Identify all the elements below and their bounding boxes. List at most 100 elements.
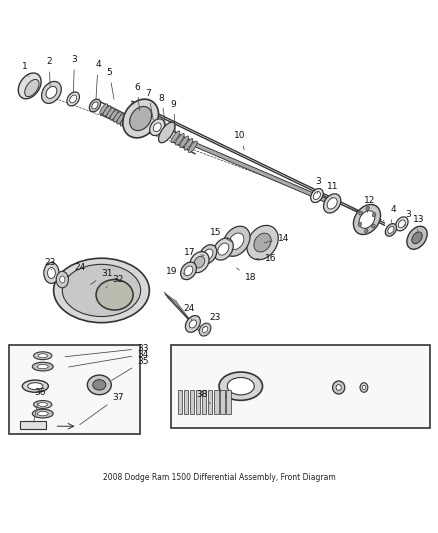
Ellipse shape xyxy=(353,205,381,235)
Text: 8: 8 xyxy=(159,94,166,125)
Ellipse shape xyxy=(100,104,108,114)
Ellipse shape xyxy=(229,233,244,249)
Ellipse shape xyxy=(25,79,39,96)
Ellipse shape xyxy=(223,226,250,256)
Ellipse shape xyxy=(153,123,161,132)
Bar xyxy=(20,421,46,429)
Text: 13: 13 xyxy=(413,215,425,231)
Ellipse shape xyxy=(47,268,55,278)
Ellipse shape xyxy=(42,82,61,103)
Ellipse shape xyxy=(398,220,405,228)
Ellipse shape xyxy=(124,118,131,128)
Text: 3: 3 xyxy=(72,55,78,93)
Text: 36: 36 xyxy=(34,388,46,422)
Ellipse shape xyxy=(67,92,79,106)
Ellipse shape xyxy=(311,189,323,203)
Ellipse shape xyxy=(326,199,332,207)
Bar xyxy=(178,390,182,414)
Ellipse shape xyxy=(219,372,262,400)
Ellipse shape xyxy=(103,106,111,116)
Bar xyxy=(184,390,188,414)
Bar xyxy=(208,390,212,414)
Text: 6: 6 xyxy=(134,83,140,110)
Ellipse shape xyxy=(60,276,65,283)
Bar xyxy=(226,390,231,414)
Text: 12: 12 xyxy=(364,196,375,212)
Text: 35: 35 xyxy=(112,357,148,381)
Ellipse shape xyxy=(32,409,53,418)
Ellipse shape xyxy=(150,119,165,135)
Ellipse shape xyxy=(362,385,366,390)
Bar xyxy=(214,390,219,414)
Text: 24: 24 xyxy=(67,263,85,277)
Text: 2008 Dodge Ram 1500 Differential Assembly, Front Diagram: 2008 Dodge Ram 1500 Differential Assembl… xyxy=(102,473,336,482)
Ellipse shape xyxy=(371,224,375,228)
Text: 2: 2 xyxy=(46,58,52,85)
Ellipse shape xyxy=(184,266,193,276)
Ellipse shape xyxy=(333,204,339,211)
Ellipse shape xyxy=(38,402,47,407)
Text: 23: 23 xyxy=(204,313,221,327)
Text: 4: 4 xyxy=(95,60,101,99)
Text: 38: 38 xyxy=(197,390,210,403)
Ellipse shape xyxy=(331,203,337,210)
Bar xyxy=(220,390,225,414)
Ellipse shape xyxy=(62,264,141,317)
Ellipse shape xyxy=(180,136,188,148)
Ellipse shape xyxy=(38,354,47,358)
Ellipse shape xyxy=(110,110,118,120)
Ellipse shape xyxy=(203,249,213,260)
Ellipse shape xyxy=(28,383,43,390)
Ellipse shape xyxy=(194,256,205,268)
Ellipse shape xyxy=(44,263,59,284)
Ellipse shape xyxy=(92,102,98,109)
Ellipse shape xyxy=(199,323,211,336)
Ellipse shape xyxy=(254,233,271,252)
Text: 32: 32 xyxy=(106,275,124,288)
Ellipse shape xyxy=(407,227,427,249)
Ellipse shape xyxy=(185,316,200,332)
Ellipse shape xyxy=(37,365,48,369)
Ellipse shape xyxy=(327,198,337,209)
Ellipse shape xyxy=(180,262,197,280)
Ellipse shape xyxy=(202,327,208,333)
Ellipse shape xyxy=(171,131,180,143)
Ellipse shape xyxy=(34,400,52,408)
Text: 24: 24 xyxy=(184,304,195,321)
Ellipse shape xyxy=(123,99,159,138)
Ellipse shape xyxy=(34,352,52,360)
Text: 3: 3 xyxy=(315,177,321,193)
Text: 4: 4 xyxy=(390,205,396,222)
Ellipse shape xyxy=(130,107,152,131)
Ellipse shape xyxy=(96,279,133,310)
Ellipse shape xyxy=(22,380,48,392)
Text: 37: 37 xyxy=(80,393,124,425)
Ellipse shape xyxy=(184,139,193,150)
Ellipse shape xyxy=(329,201,335,209)
Text: 31: 31 xyxy=(91,269,113,285)
Text: 3: 3 xyxy=(405,210,411,227)
Ellipse shape xyxy=(324,194,341,213)
Ellipse shape xyxy=(190,252,209,273)
Bar xyxy=(196,390,200,414)
Text: 11: 11 xyxy=(327,182,339,198)
Ellipse shape xyxy=(314,191,321,199)
Ellipse shape xyxy=(37,411,48,416)
Ellipse shape xyxy=(227,377,254,395)
Text: 5: 5 xyxy=(106,68,114,99)
Ellipse shape xyxy=(70,95,77,103)
Text: 10: 10 xyxy=(234,132,246,150)
Ellipse shape xyxy=(213,238,233,260)
Text: 1: 1 xyxy=(22,62,29,77)
Text: 19: 19 xyxy=(166,267,185,276)
Bar xyxy=(190,390,194,414)
Ellipse shape xyxy=(359,211,362,215)
Ellipse shape xyxy=(385,224,396,236)
Text: 16: 16 xyxy=(257,254,276,263)
Ellipse shape xyxy=(189,320,197,328)
Ellipse shape xyxy=(106,108,114,118)
Ellipse shape xyxy=(89,99,101,112)
Ellipse shape xyxy=(18,73,41,99)
Ellipse shape xyxy=(32,362,53,371)
Text: 23: 23 xyxy=(44,257,56,270)
